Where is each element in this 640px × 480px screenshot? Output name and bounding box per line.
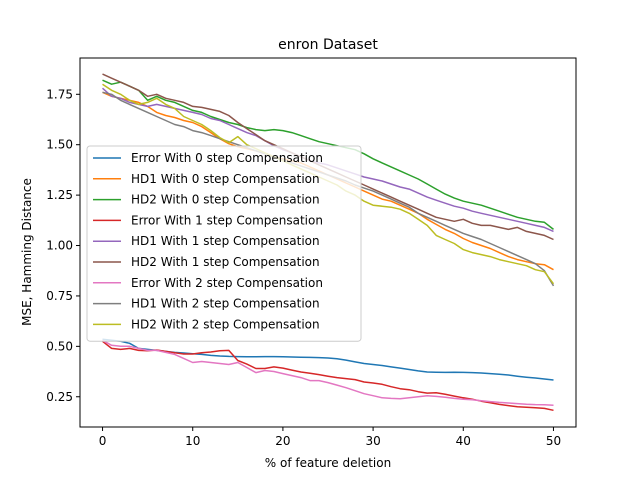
y-tick-label: 1.75 <box>46 87 73 101</box>
y-tick-label: 1.00 <box>46 239 73 253</box>
series-line-4 <box>102 340 554 412</box>
legend-label-7: Error With 2 step Compensation <box>131 276 323 290</box>
series-line-7 <box>102 339 554 406</box>
y-axis: 0.25 0.50 0.75 1.00 1.25 1.50 1.75 <box>46 87 80 404</box>
series-line-1 <box>102 338 554 381</box>
legend-box <box>86 145 362 342</box>
series-line-3 <box>102 79 554 230</box>
x-tick-label: 10 <box>185 434 200 448</box>
legend-label-3: HD2 With 0 step Compensation <box>131 193 320 207</box>
y-tick-label: 0.75 <box>46 289 73 303</box>
y-axis-label: MSE, Hamming Distance <box>20 178 34 326</box>
legend-label-6: HD2 With 1 step Compensation <box>131 255 320 269</box>
y-tick-label: 0.50 <box>46 339 73 353</box>
x-tick-label: 40 <box>456 434 471 448</box>
legend: Error With 0 step Compensation HD1 With 0… <box>86 145 362 342</box>
legend-label-4: Error With 1 step Compensation <box>131 213 323 227</box>
plot-area-frame <box>79 57 577 428</box>
x-tick-label: 50 <box>546 434 561 448</box>
chart-title: enron Dataset <box>278 37 378 53</box>
x-tick-label: 0 <box>99 434 107 448</box>
y-tick-label: 1.50 <box>46 138 73 152</box>
legend-label-8: HD1 With 2 step Compensation <box>131 297 320 311</box>
legend-label-2: HD1 With 0 step Compensation <box>131 172 320 186</box>
x-axis-label: % of feature deletion <box>265 456 391 470</box>
y-tick-label: 1.25 <box>46 188 73 202</box>
x-tick-label: 20 <box>275 434 290 448</box>
legend-label-5: HD1 With 1 step Compensation <box>131 234 320 248</box>
legend-label-9: HD2 With 2 step Compensation <box>131 317 320 331</box>
x-axis: 0 10 20 30 40 50 <box>99 427 561 448</box>
y-tick-label: 0.25 <box>46 390 73 404</box>
legend-label-1: Error With 0 step Compensation <box>131 151 323 165</box>
x-tick-label: 30 <box>365 434 380 448</box>
